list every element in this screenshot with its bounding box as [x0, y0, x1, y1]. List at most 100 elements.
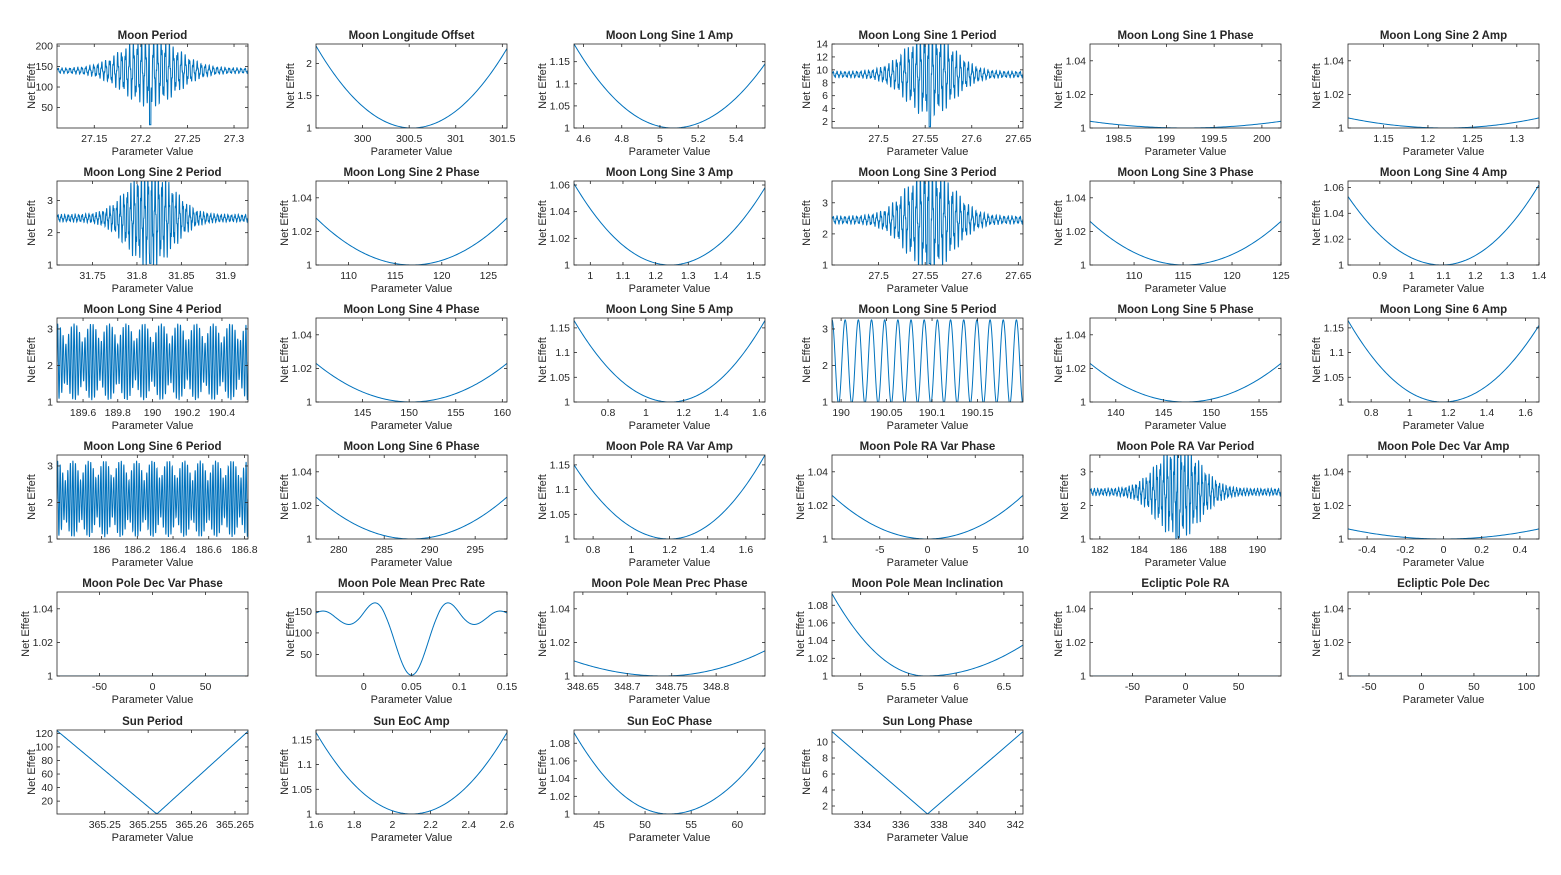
y-axis-label: Net Effeft — [537, 474, 549, 520]
plot-area — [57, 730, 248, 814]
y-tick-label: 10 — [816, 64, 828, 76]
y-tick-label: 150 — [294, 606, 312, 618]
x-axis-label: Parameter Value — [371, 146, 453, 158]
y-tick-label: 80 — [41, 755, 53, 767]
plot-area — [1090, 318, 1281, 402]
x-tick-label: 0 — [361, 681, 367, 693]
y-tick-label: 1.02 — [33, 637, 54, 649]
y-tick-label: 1.04 — [1324, 55, 1345, 67]
y-tick-label: 1.02 — [1324, 500, 1345, 512]
y-tick-label: 1 — [564, 534, 570, 546]
x-axis-label: Parameter Value — [112, 146, 194, 158]
axes-box — [573, 317, 766, 403]
y-tick-label: 1.15 — [550, 459, 571, 471]
x-tick-label: 125 — [1272, 270, 1290, 282]
y-tick-label: 1.05 — [1324, 372, 1345, 384]
x-tick-label: 300.5 — [396, 133, 422, 145]
x-axis-label: Parameter Value — [887, 832, 969, 844]
y-tick-label: 4 — [822, 103, 828, 115]
y-tick-label: 1 — [1080, 671, 1086, 683]
subplot-32: 1.6 1.8 2 2.2 2.4 2.6 1 1.05 1.1 1.15 Sun EoC Amp P… — [279, 716, 514, 844]
x-tick-label: 182 — [1091, 544, 1109, 556]
y-tick-label: 1.15 — [550, 56, 571, 68]
y-tick-label: 1.04 — [808, 635, 829, 647]
x-tick-label: 342 — [1007, 819, 1025, 831]
y-tick-label: 1 — [822, 397, 828, 409]
y-tick-label: 1.06 — [550, 180, 571, 192]
y-axis-label: Net Effeft — [537, 611, 549, 657]
x-tick-label: 1 — [587, 270, 593, 282]
plot-area — [57, 592, 248, 676]
chart-title: Sun EoC Amp — [373, 716, 449, 728]
subplot-5: 198.5 199 199.5 200 1 1.02 1.04 Moon Long Sine … — [1053, 30, 1282, 158]
x-tick-label: 0 — [1419, 681, 1425, 693]
y-tick-label: 1 — [306, 260, 312, 272]
y-axis-label: Net Effeft — [795, 611, 807, 657]
x-tick-label: 1.2 — [662, 544, 677, 556]
x-tick-label: 0.2 — [1474, 544, 1489, 556]
x-axis-label: Parameter Value — [112, 694, 194, 706]
x-axis-label: Parameter Value — [1145, 146, 1227, 158]
x-tick-label: 27.6 — [962, 270, 983, 282]
y-axis-label: Net Effeft — [801, 200, 813, 246]
chart-title: Moon Pole RA Var Amp — [606, 441, 733, 453]
x-tick-label: 0.05 — [401, 681, 422, 693]
x-tick-label: -50 — [1125, 681, 1140, 693]
x-tick-label: 5.5 — [901, 681, 916, 693]
subplot-16: 190 190.05 190.1 190.15 1 2 3 Moon Long Sine 5 … — [801, 304, 1024, 432]
y-tick-label: 1.1 — [297, 759, 312, 771]
x-tick-label: 1.6 — [309, 819, 324, 831]
x-tick-label: 301.5 — [489, 133, 515, 145]
x-axis-label: Parameter Value — [112, 420, 194, 432]
plot-area — [574, 181, 765, 265]
x-tick-label: 120 — [433, 270, 451, 282]
axes-box — [831, 729, 1024, 815]
x-tick-label: 1 — [628, 544, 634, 556]
y-tick-label: 1.1 — [1329, 347, 1344, 359]
y-tick-label: 1.04 — [1066, 329, 1087, 341]
x-tick-label: 150 — [1203, 407, 1221, 419]
x-tick-label: 1.3 — [1500, 270, 1515, 282]
x-tick-label: 1.2 — [676, 407, 691, 419]
axes-box — [1347, 43, 1540, 129]
y-tick-label: 1 — [306, 397, 312, 409]
chart-title: Moon Long Sine 6 Amp — [1380, 304, 1507, 316]
y-axis-label: Net Effeft — [279, 749, 291, 795]
chart-title: Moon Long Sine 4 Amp — [1380, 167, 1507, 179]
data-line — [832, 319, 1023, 402]
chart-title: Moon Long Sine 2 Phase — [343, 167, 479, 179]
y-tick-label: 8 — [822, 77, 828, 89]
x-tick-label: 1.4 — [714, 407, 729, 419]
x-tick-label: 334 — [854, 819, 872, 831]
x-axis-label: Parameter Value — [371, 283, 453, 295]
subplot-19: 186 186.2 186.4 186.6 186.8 1 2 3 Moon Long Sine… — [26, 441, 258, 569]
y-tick-label: 150 — [35, 61, 53, 73]
y-tick-label: 1.15 — [292, 734, 313, 746]
y-tick-label: 1.15 — [550, 322, 571, 334]
x-tick-label: 199 — [1158, 133, 1176, 145]
x-tick-label: 300 — [354, 133, 372, 145]
y-tick-label: 1 — [564, 809, 570, 821]
y-axis-label: Net Effeft — [1311, 337, 1323, 383]
subplot-28: 5 5.5 6 6.5 1 1.02 1.04 1.06 1.08 Moon Pole Mean … — [795, 578, 1024, 706]
y-axis-label: Net Effeft — [26, 749, 38, 795]
x-tick-label: 1.5 — [746, 270, 761, 282]
y-tick-label: 3 — [822, 323, 828, 335]
y-axis-label: Net Effeft — [279, 200, 291, 246]
x-tick-label: 1.8 — [347, 819, 362, 831]
subplot-10: 27.5 27.55 27.6 27.65 1 2 3 Moon Long Sine 3 Pe… — [801, 167, 1032, 295]
axes-box — [315, 729, 508, 815]
x-tick-label: 160 — [494, 407, 512, 419]
y-tick-label: 1.04 — [292, 466, 313, 478]
chart-title: Moon Long Sine 3 Period — [859, 167, 997, 179]
x-tick-label: 1.2 — [1441, 407, 1456, 419]
x-tick-label: 2.6 — [500, 819, 515, 831]
y-tick-label: 1.02 — [1066, 89, 1087, 101]
x-tick-label: 155 — [1250, 407, 1268, 419]
subplot-30: -50 0 50 100 1 1.02 1.04 Ecliptic Pole Dec Param… — [1311, 578, 1540, 706]
x-tick-label: 0.8 — [586, 544, 601, 556]
x-tick-label: 27.5 — [868, 133, 889, 145]
axes-box — [56, 43, 249, 129]
axes-box — [56, 729, 249, 815]
y-tick-label: 1.05 — [550, 372, 571, 384]
